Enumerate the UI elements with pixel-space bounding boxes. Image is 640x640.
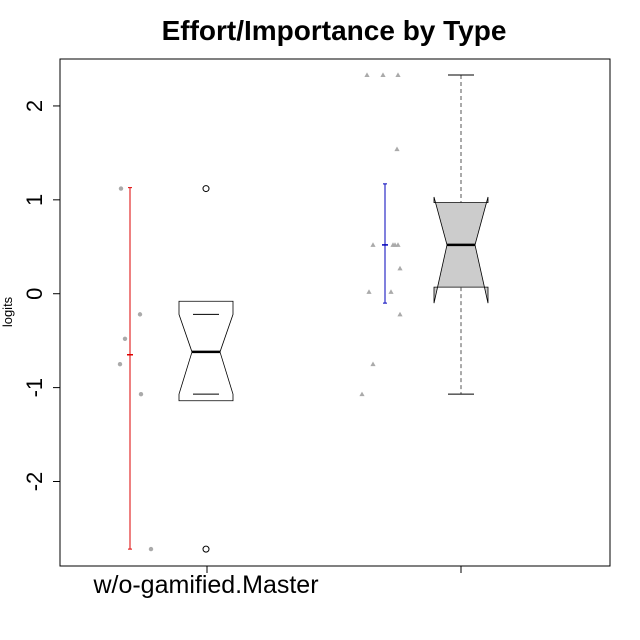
y-tick-label: 0 — [22, 288, 47, 300]
data-point — [397, 265, 403, 271]
data-point — [122, 336, 128, 341]
data-point — [138, 391, 144, 397]
data-point — [118, 186, 124, 191]
data-point — [392, 242, 398, 247]
data-point — [370, 361, 376, 367]
chart-marks — [117, 72, 489, 553]
data-point — [388, 289, 394, 294]
data-point — [117, 361, 123, 367]
data-point — [364, 72, 370, 77]
x-tick-label: w/o-gamified.Master — [92, 571, 318, 599]
y-tick-label: 1 — [22, 194, 47, 206]
data-point — [380, 72, 386, 77]
data-point — [137, 312, 143, 317]
data-point — [395, 72, 401, 77]
plot-frame — [59, 58, 611, 567]
y-tick-label: -1 — [22, 378, 47, 398]
y-axis-label: logits — [0, 296, 15, 327]
outlier-point — [202, 185, 210, 193]
y-axis: -2 -1 0 1 2 — [22, 100, 60, 491]
data-point — [359, 391, 365, 397]
y-tick-label: 2 — [22, 100, 47, 112]
box — [433, 196, 489, 304]
data-point — [370, 242, 376, 247]
y-tick-label: -2 — [22, 472, 47, 492]
data-point — [394, 146, 400, 152]
data-point — [366, 289, 372, 294]
chart-title: Effort/Importance by Type — [162, 15, 507, 46]
outlier-point — [202, 545, 210, 553]
data-point — [397, 311, 403, 317]
data-point — [148, 546, 154, 552]
x-axis: w/o-gamified.Master — [92, 566, 462, 599]
